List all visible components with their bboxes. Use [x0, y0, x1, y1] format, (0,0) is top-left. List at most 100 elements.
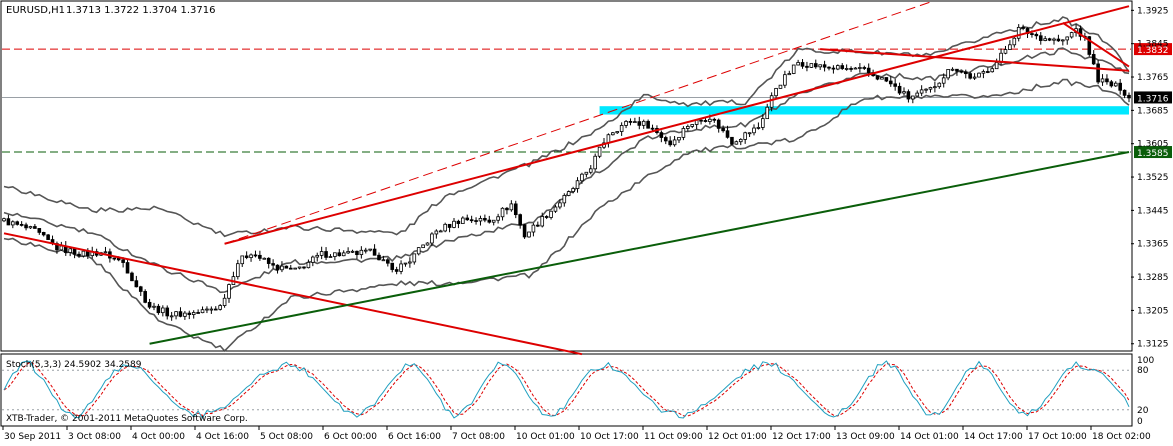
candle-body [738, 139, 743, 143]
candle-body [1056, 38, 1061, 42]
candle-body [509, 203, 514, 211]
candle-body [597, 146, 602, 157]
x-tick-label: 12 Oct 01:00 [708, 432, 767, 442]
candle-body [765, 106, 770, 120]
candle-body [341, 252, 346, 257]
support-zone [599, 106, 1129, 115]
candle-body [575, 180, 580, 189]
candle-body [893, 83, 897, 87]
candle-body [994, 62, 999, 70]
candle-body [6, 218, 11, 226]
bollinger-lower-band [3, 78, 1130, 353]
candle-body [41, 232, 46, 236]
candle-body [377, 254, 381, 261]
candle-body [853, 67, 858, 70]
candle-body [271, 263, 275, 266]
candle-body [319, 251, 324, 256]
candle-body [196, 312, 200, 314]
price-panel [0, 0, 1133, 352]
candle-body [756, 127, 761, 129]
trend-line-1 [224, 5, 1130, 245]
candle-body [690, 124, 695, 127]
x-tick-label: 4 Oct 00:00 [132, 432, 185, 442]
x-tick-label: 30 Sep 2011 [4, 432, 61, 442]
candle-body [641, 120, 646, 126]
candle-body [59, 245, 64, 251]
candle-body [152, 305, 156, 308]
stoch-main-line [3, 360, 1130, 420]
trend-line-4 [820, 48, 1130, 72]
price-label-box-0 [1134, 43, 1172, 56]
candle-body [130, 272, 134, 282]
candle-body [875, 75, 880, 80]
candle-body [778, 84, 783, 89]
trend-line-5 [1062, 22, 1130, 68]
candle-body [1061, 39, 1065, 42]
candle-body [183, 312, 187, 317]
candle-body [1118, 82, 1122, 91]
candle-body [311, 256, 315, 263]
candle-body [174, 311, 178, 317]
candle-body [112, 257, 117, 260]
candle-body [399, 263, 403, 272]
x-tick-label: 12 Oct 17:00 [772, 432, 831, 442]
candle-body [297, 266, 302, 269]
candle-body [412, 253, 417, 263]
candle-body [540, 216, 545, 227]
candle-body [324, 251, 328, 258]
candle-body [668, 140, 672, 146]
candle-body [1034, 33, 1039, 37]
candle-body [659, 132, 664, 138]
candle-body [1065, 36, 1070, 41]
candle-body [2, 218, 6, 222]
candle-body [258, 254, 262, 259]
candle-body [571, 188, 575, 192]
candle-body [465, 217, 470, 221]
candle-body [280, 265, 284, 271]
candle-body [1087, 36, 1092, 55]
y-tick-label: 1.3605 [1137, 140, 1169, 150]
candle-body [1109, 81, 1114, 87]
candle-body [858, 67, 862, 69]
candle-body [730, 136, 734, 145]
y-tick-label: 1.3445 [1137, 206, 1169, 216]
candle-body [946, 69, 950, 79]
candle-body [275, 264, 280, 271]
candle-body [827, 66, 831, 69]
candle-body [205, 308, 209, 311]
candle-body [937, 82, 942, 88]
candle-body [783, 74, 787, 86]
candle-body [637, 121, 642, 126]
candle-body [209, 308, 214, 311]
candle-body [213, 308, 218, 311]
candle-body [496, 216, 500, 221]
candle-body [619, 125, 624, 132]
candle-body [990, 68, 995, 73]
price-label-box-1 [1134, 146, 1172, 159]
candle-body [447, 223, 452, 228]
x-tick-label: 6 Oct 16:00 [388, 432, 441, 442]
candle-body [1043, 38, 1047, 41]
candle-body [1012, 37, 1017, 46]
candle-body [143, 291, 147, 303]
candle-body [1021, 26, 1025, 29]
candle-body [686, 126, 690, 129]
candle-body [963, 71, 968, 75]
candle-body [1122, 89, 1127, 96]
x-tick-label: 3 Oct 08:00 [68, 432, 121, 442]
candle-body [716, 119, 721, 129]
candle-body [227, 284, 231, 299]
candle-body [800, 62, 805, 67]
candle-body [187, 312, 192, 315]
candle-body [536, 224, 540, 227]
candle-body [628, 120, 633, 123]
candle-body [386, 259, 390, 264]
candle-body [1096, 63, 1100, 83]
candle-body [350, 250, 355, 253]
candle-body [549, 210, 553, 218]
candle-body [147, 301, 152, 308]
x-tick-label: 4 Oct 16:00 [196, 432, 249, 442]
candle-body [240, 255, 245, 265]
